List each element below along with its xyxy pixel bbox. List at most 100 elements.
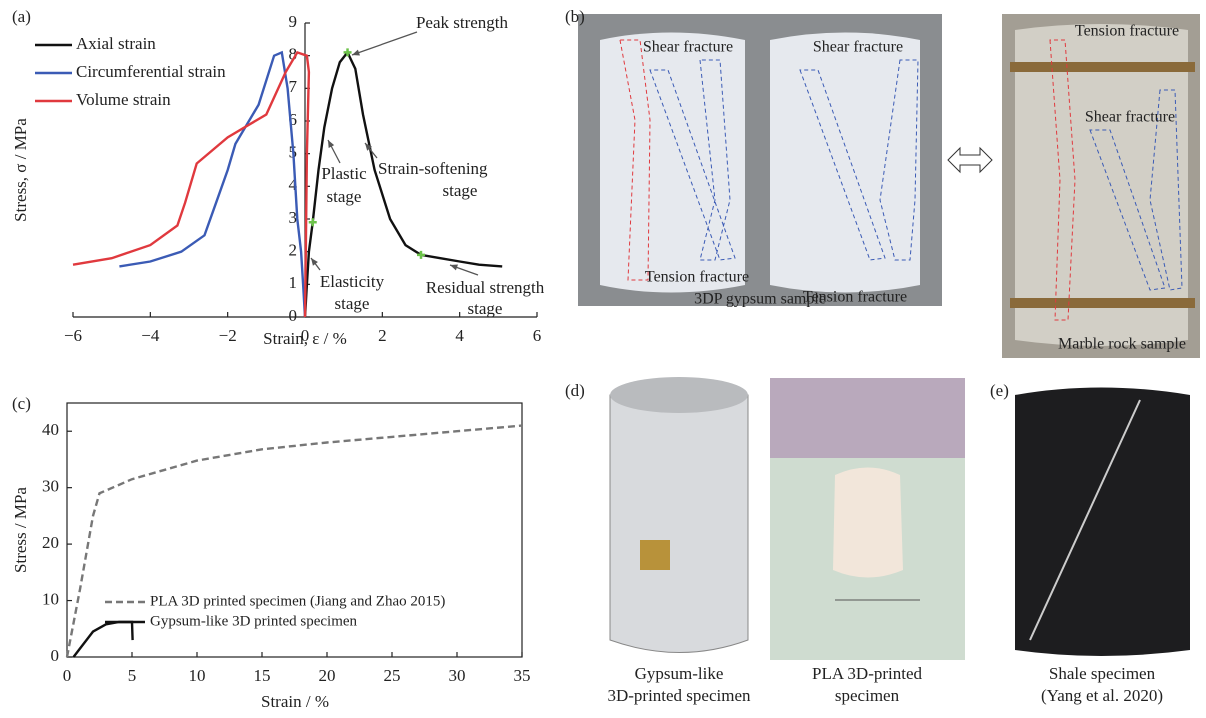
legend-label: Circumferential strain: [76, 62, 226, 81]
panel-label: (c): [12, 394, 31, 413]
annotation: stage: [327, 187, 362, 206]
series-line: [72, 620, 134, 658]
x-tick-label: −2: [219, 326, 237, 345]
x-tick-label: 4: [455, 326, 464, 345]
y-tick-label: 3: [289, 208, 298, 227]
annotation-arrow: [351, 31, 418, 56]
annotation: Residual strength: [426, 278, 545, 297]
sample: [1015, 387, 1190, 656]
fracture-label: Tension fracture: [645, 269, 749, 286]
legend-label: Axial strain: [76, 34, 156, 53]
arrow-head: [328, 140, 335, 148]
legend-label: Gypsum-like 3D printed specimen: [150, 613, 358, 629]
y-tick-label: 30: [42, 477, 59, 496]
series-line: [119, 50, 307, 318]
fracture-label: Tension fracture: [1075, 23, 1179, 40]
caption: (Yang et al. 2020): [1041, 686, 1163, 705]
fracture-outline: [1089, 89, 1183, 291]
y-tick-label: 8: [289, 45, 298, 64]
fracture-label: Tension fracture: [803, 289, 907, 306]
y-axis-label: Stress / MPa: [11, 487, 30, 573]
caption: 3D-printed specimen: [607, 686, 751, 705]
caption: PLA 3D-printed: [812, 664, 923, 683]
arrow-head: [365, 143, 373, 151]
sample-label: Marble rock sample: [1058, 336, 1186, 353]
fracture-label: Shear fracture: [813, 39, 903, 56]
sample: [600, 32, 745, 293]
series-line: [65, 424, 523, 658]
y-tick-label: 1: [289, 273, 298, 292]
chart: (c) Strain / % Stress / MPa 0 5 10 15 20 25 30 35 0…: [11, 394, 531, 711]
y-tick-label: 0: [51, 646, 60, 665]
y-tick-label: 10: [42, 589, 59, 608]
arrow-head: [311, 258, 318, 266]
photo-wall: [770, 378, 965, 458]
sample: [833, 467, 903, 578]
x-tick-label: 6: [533, 326, 542, 345]
sample: [770, 32, 920, 293]
x-tick-label: 0: [301, 326, 310, 345]
panel-label: (b): [565, 7, 585, 26]
plot-frame: [66, 402, 523, 658]
panel-label: (d): [565, 381, 585, 400]
x-tick-label: 10: [189, 666, 206, 685]
annotation: Peak strength: [416, 13, 509, 32]
x-axis-label: Strain, ε / %: [263, 329, 347, 348]
x-tick-label: 25: [384, 666, 401, 685]
compare-arrow: [947, 146, 993, 174]
stage-marker: [343, 48, 352, 57]
stage-marker: [308, 218, 317, 227]
band: [1010, 298, 1195, 308]
fracture-outline: [649, 59, 736, 261]
x-tick-label: 5: [128, 666, 137, 685]
annotation: stage: [443, 181, 478, 200]
fracture-label: Shear fracture: [1085, 109, 1175, 126]
annotation: Elasticity: [320, 272, 385, 291]
y-axis-label: Stress, σ / MPa: [11, 118, 30, 222]
y-tick-label: 20: [42, 533, 59, 552]
caption: specimen: [835, 686, 900, 705]
panel-label: (e): [990, 381, 1009, 400]
caption: Shale specimen: [1049, 664, 1156, 683]
fracture: [1029, 399, 1141, 641]
x-tick-label: 30: [449, 666, 466, 685]
chart: (a) Strain, ε / % Stress, σ / MPa −6 −4 −2 0 2 4…: [11, 7, 545, 348]
annotation: stage: [335, 294, 370, 313]
annotation: Plastic: [321, 164, 367, 183]
x-tick-label: 35: [514, 666, 531, 685]
panel-label: (a): [12, 7, 31, 26]
legend-label: Volume strain: [76, 90, 171, 109]
x-axis-label: Strain / %: [261, 692, 329, 711]
fracture-outline: [1049, 39, 1076, 321]
x-tick-label: 0: [63, 666, 72, 685]
y-tick-label: 2: [289, 241, 298, 260]
fracture-outline: [799, 59, 919, 261]
gauge: [640, 540, 670, 570]
y-tick-label: 9: [289, 12, 298, 31]
annotation: stage: [468, 299, 503, 318]
x-tick-label: 15: [254, 666, 271, 685]
stage-marker: [417, 250, 425, 259]
legend-label: PLA 3D printed specimen (Jiang and Zhao …: [150, 593, 445, 609]
y-tick-label: 6: [289, 110, 298, 129]
fracture-outline: [619, 39, 651, 281]
arrow-head: [352, 49, 360, 56]
series-line: [72, 50, 311, 318]
x-tick-label: −4: [141, 326, 160, 345]
x-tick-label: 2: [378, 326, 387, 345]
sample-top: [610, 377, 748, 413]
x-tick-label: 20: [319, 666, 336, 685]
arrow-head: [450, 264, 458, 271]
y-tick-label: 4: [289, 175, 298, 194]
fracture-label: Shear fracture: [643, 39, 733, 56]
sample: [609, 382, 749, 653]
x-tick-label: −6: [64, 326, 82, 345]
sample: [1015, 24, 1188, 346]
y-tick-label: 40: [42, 420, 59, 439]
caption: Gypsum-like: [635, 664, 724, 683]
sample-label: 3DP gypsum sample: [694, 291, 826, 308]
y-tick-label: 0: [289, 306, 298, 325]
y-tick-label: 7: [289, 77, 298, 96]
